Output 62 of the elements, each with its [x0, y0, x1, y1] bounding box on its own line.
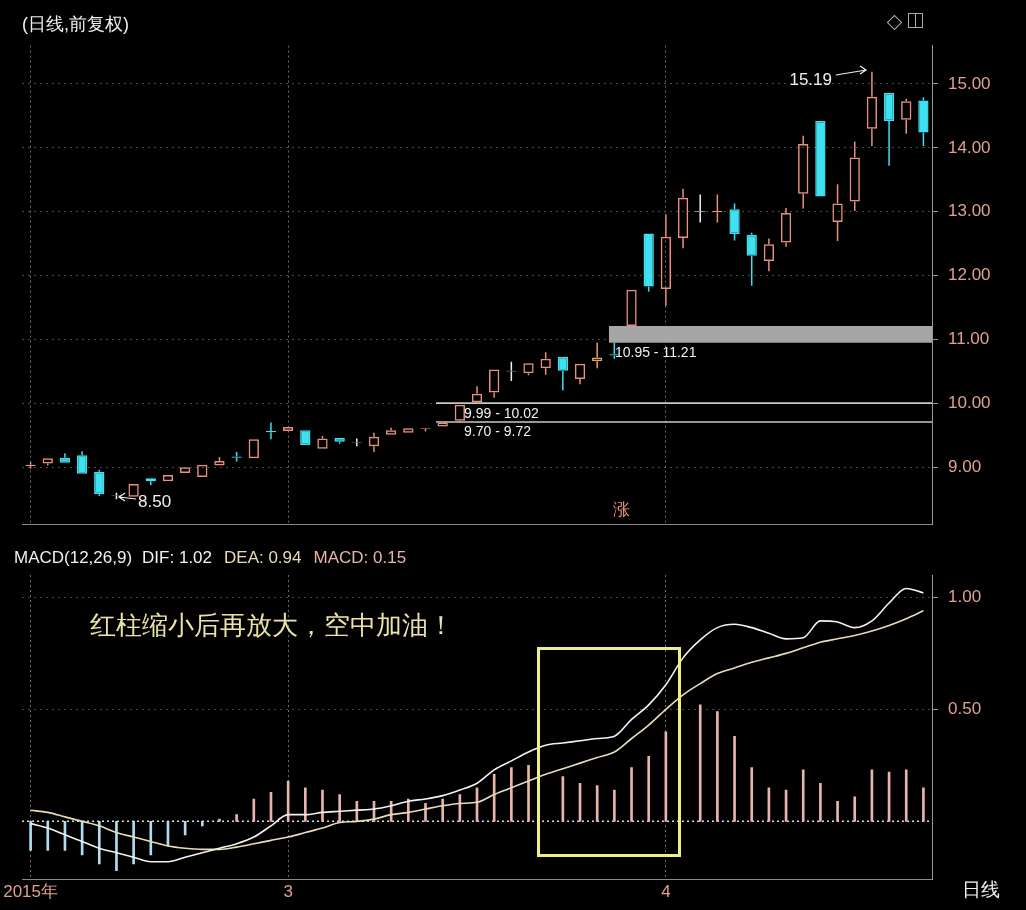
- band-label: 10.95 - 11.21: [614, 343, 697, 360]
- bar: [613, 789, 616, 822]
- candlestick: [883, 92, 895, 167]
- y-tick-label: 1.00: [948, 587, 982, 607]
- text: MACD: 0.15: [313, 547, 407, 567]
- bar: [904, 769, 908, 822]
- bar: [801, 769, 805, 822]
- bar: [252, 798, 256, 822]
- bar: [441, 798, 445, 822]
- bar: [321, 789, 324, 822]
- bar: [630, 767, 633, 822]
- bar: [303, 787, 307, 822]
- annotation: 红柱缩小后再放大，空中加油！: [90, 610, 454, 641]
- candlestick: [815, 120, 826, 197]
- bar: [819, 782, 822, 822]
- y-tick-label: 12.00: [948, 265, 991, 285]
- candlestick: [746, 232, 757, 287]
- bar: [492, 774, 496, 822]
- y-tick-label: 14.00: [948, 137, 991, 157]
- bar: [338, 794, 341, 822]
- bar: [200, 821, 204, 827]
- bar: [733, 735, 736, 822]
- bar: [836, 800, 839, 822]
- bar: [510, 767, 513, 822]
- bar: [97, 821, 101, 865]
- band-label: 9.99 - 10.02: [464, 404, 539, 421]
- bar: [853, 796, 857, 822]
- text: DIF: 1.02: [142, 547, 213, 567]
- annotation: 15.19: [789, 69, 832, 89]
- candlestick: [59, 452, 71, 463]
- band-label: 9.70 - 9.72: [464, 423, 532, 440]
- candlestick: [557, 356, 568, 392]
- chart-title: (日线,前复权): [22, 13, 129, 34]
- y-tick-label: 15.00: [948, 73, 991, 93]
- y-tick-label: 9.00: [948, 456, 982, 476]
- bar: [115, 821, 118, 871]
- bar: [235, 814, 238, 822]
- bar: [698, 704, 702, 822]
- annotation: 8.50: [138, 491, 172, 511]
- text: DEA: 0.94: [224, 547, 302, 567]
- y-tick-label: 0.50: [948, 699, 982, 719]
- text: 日线: [962, 879, 1000, 901]
- y-tick-label: 11.00: [948, 329, 990, 349]
- candlestick: [76, 450, 88, 474]
- chart-title: MACD(12,26,9): [14, 547, 133, 567]
- x-tick-label: 2015年: [3, 882, 59, 902]
- bar: [218, 818, 221, 822]
- bar: [922, 787, 925, 822]
- bar: [750, 767, 754, 822]
- y-tick-label: 13.00: [948, 201, 991, 221]
- bar: [132, 821, 135, 865]
- bar: [149, 821, 153, 856]
- y-tick-label: 10.00: [948, 393, 991, 413]
- bar: [647, 756, 651, 822]
- annotation: 涨: [612, 499, 630, 519]
- x-tick-label: 4: [661, 882, 671, 902]
- bar: [46, 821, 50, 851]
- bar: [527, 765, 530, 822]
- bar: [595, 785, 599, 822]
- x-tick-label: 3: [283, 882, 293, 902]
- bar: [716, 711, 719, 822]
- bar: [29, 821, 32, 851]
